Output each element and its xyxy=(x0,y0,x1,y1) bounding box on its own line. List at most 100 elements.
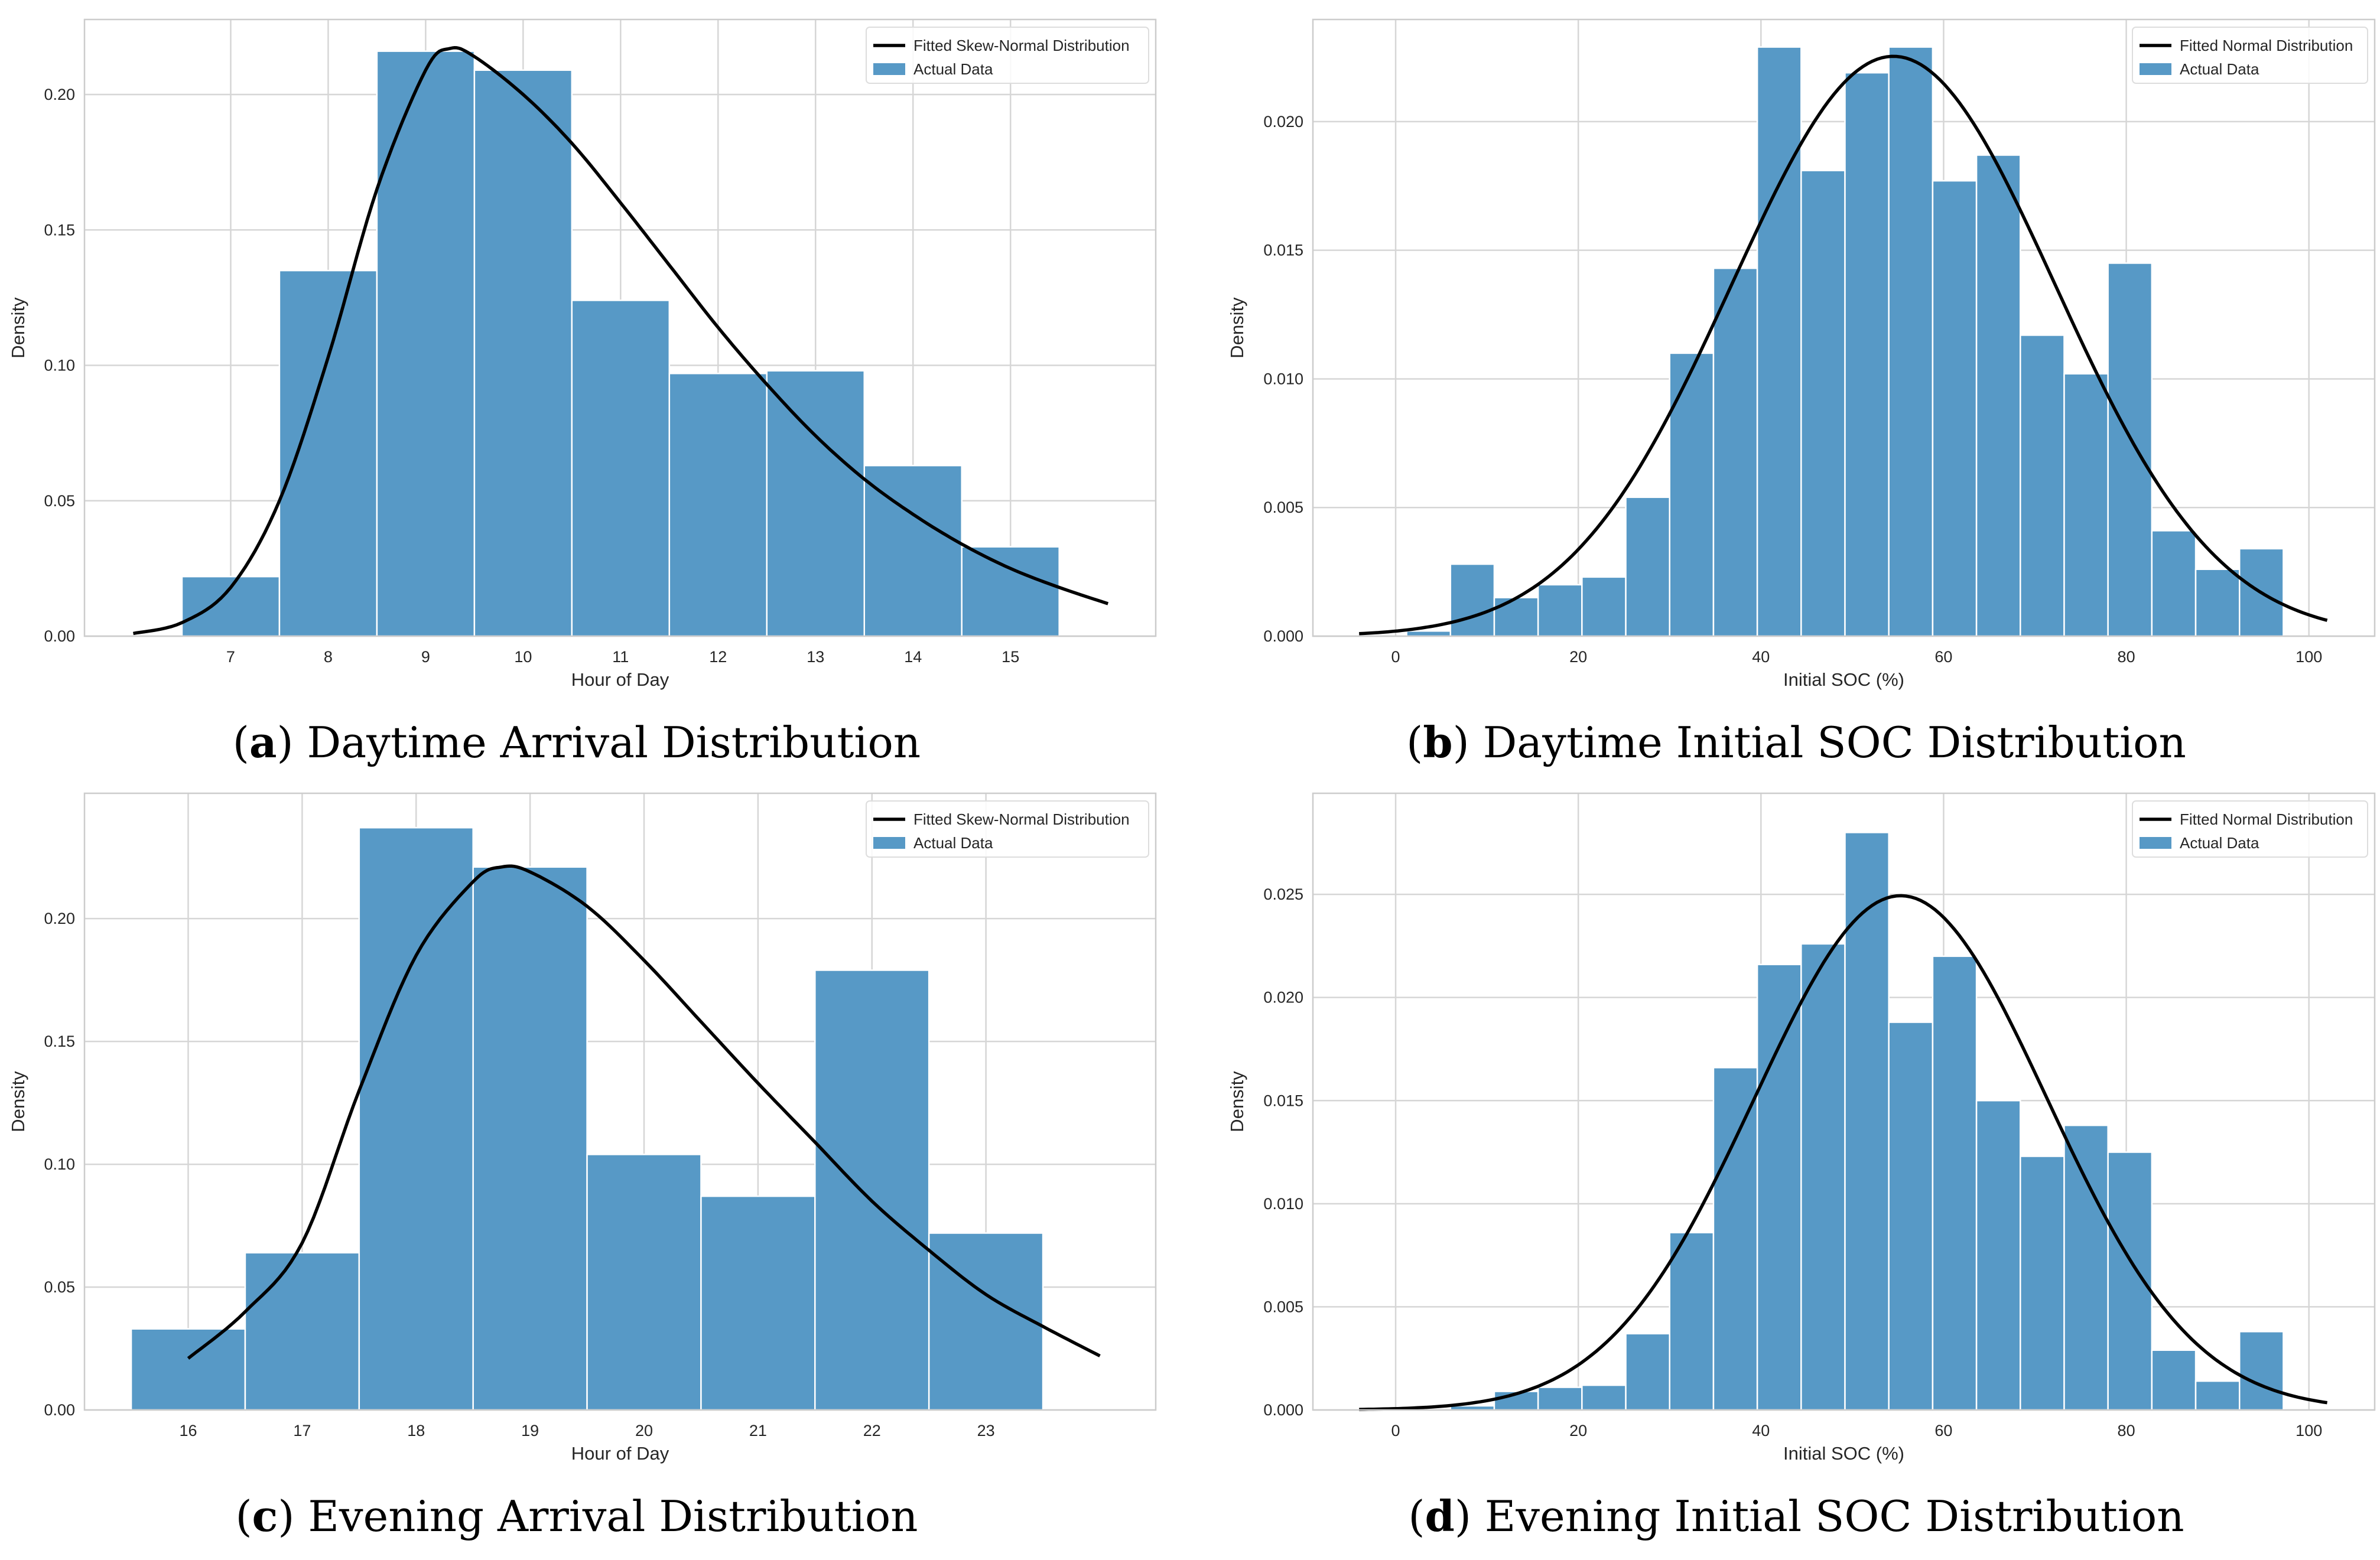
histogram-bar xyxy=(2063,1124,2109,1411)
x-axis-label: Hour of Day xyxy=(571,669,669,690)
histogram-bar xyxy=(1625,496,1670,637)
y-axis-label: Density xyxy=(1227,297,1247,359)
y-tick-label: 0.15 xyxy=(44,221,75,239)
y-axis-label: Density xyxy=(8,297,28,359)
histogram-bar xyxy=(961,546,1060,637)
y-tick-label: 0.05 xyxy=(44,492,75,510)
x-tick-label: 60 xyxy=(1934,648,1952,666)
legend: Fitted Normal Distribution Actual Data xyxy=(2132,800,2368,858)
histogram-bar xyxy=(766,370,865,637)
panel-caption: (b) Daytime Initial SOC Distribution xyxy=(1406,717,2186,767)
legend: Fitted Skew-Normal Distribution Actual Da… xyxy=(866,800,1149,858)
histogram-bar xyxy=(130,1328,246,1411)
axes-frame xyxy=(83,18,1157,637)
x-tick-label: 16 xyxy=(179,1422,197,1440)
histogram-bar xyxy=(472,866,588,1411)
y-tick-label: 0.000 xyxy=(1263,627,1303,645)
x-tick-label: 0 xyxy=(1391,1422,1400,1440)
histogram-bar xyxy=(1625,1333,1670,1411)
fitted-curve-line xyxy=(133,46,1109,636)
y-tick-label: 0.15 xyxy=(44,1033,75,1050)
histogram-bar xyxy=(1975,1100,2021,1411)
x-tick-label: 22 xyxy=(863,1422,881,1440)
caption-letter: a xyxy=(249,717,277,767)
histogram-bar xyxy=(1581,576,1627,637)
x-tick-label: 20 xyxy=(635,1422,653,1440)
legend-label-bars: Actual Data xyxy=(913,834,993,852)
legend-bar-swatch xyxy=(2140,63,2171,75)
histogram-bar xyxy=(2238,548,2284,637)
legend-box xyxy=(866,27,1149,84)
x-axis-label: Initial SOC (%) xyxy=(1783,669,1904,690)
histogram-bar xyxy=(1449,563,1495,637)
histogram-bar xyxy=(586,1154,702,1411)
y-tick-label: 0.20 xyxy=(44,910,75,927)
y-tick-label: 0.000 xyxy=(1263,1401,1303,1419)
y-tick-label: 0.010 xyxy=(1263,1195,1303,1213)
x-tick-label: 10 xyxy=(514,648,532,666)
histogram-bar xyxy=(376,50,476,637)
x-tick-label: 20 xyxy=(1569,648,1587,666)
caption-paren: ( xyxy=(233,718,249,767)
fitted-curve-line xyxy=(187,864,1101,1360)
x-tick-label: 80 xyxy=(2118,648,2135,666)
x-tick-label: 20 xyxy=(1569,1422,1587,1440)
caption-paren: ( xyxy=(235,1491,252,1541)
legend: Fitted Normal Distribution Actual Data xyxy=(2132,27,2368,84)
x-tick-label: 23 xyxy=(977,1422,995,1440)
x-tick-label: 21 xyxy=(749,1422,767,1440)
histogram-bar xyxy=(571,299,671,637)
x-tick-label: 17 xyxy=(293,1422,311,1440)
histogram-bar xyxy=(2107,262,2153,637)
caption-text: ) Daytime Initial SOC Distribution xyxy=(1453,718,2186,767)
y-tick-label: 0.005 xyxy=(1263,1298,1303,1315)
legend-bar-swatch xyxy=(873,837,905,849)
histogram-bar xyxy=(2151,1349,2197,1411)
histogram-bar xyxy=(244,1252,360,1411)
legend-box xyxy=(866,800,1149,858)
caption-text: ) Evening Arrival Distribution xyxy=(278,1491,918,1541)
histogram-bar xyxy=(358,826,474,1411)
histogram-bar xyxy=(1493,597,1539,637)
axes-frame xyxy=(83,792,1157,1411)
caption-text: ) Daytime Arrival Distribution xyxy=(277,718,921,767)
fitted-curve-line xyxy=(1359,894,2327,1411)
x-axis-label: Initial SOC (%) xyxy=(1783,1443,1904,1464)
x-tick-label: 100 xyxy=(2296,648,2322,666)
x-tick-label: 12 xyxy=(709,648,727,666)
histogram-bar xyxy=(1756,46,1802,637)
y-tick-label: 0.00 xyxy=(44,1401,75,1419)
histogram-bar xyxy=(1712,1067,1758,1411)
x-tick-label: 13 xyxy=(807,648,824,666)
y-tick-label: 0.005 xyxy=(1263,499,1303,516)
caption-letter: c xyxy=(252,1491,278,1541)
chart-panel-c: 16 17 18 19 20 21 22 23 0.00 0.05 0.10 0.15 0.20 Hour… xyxy=(8,792,1157,1541)
histogram-bar xyxy=(1888,1021,1934,1411)
x-tick-label: 14 xyxy=(904,648,922,666)
histogram-bar xyxy=(2238,1331,2284,1411)
x-tick-label: 0 xyxy=(1391,648,1400,666)
histogram-bar xyxy=(2194,1380,2241,1411)
y-tick-label: 0.020 xyxy=(1263,113,1303,131)
x-tick-label: 18 xyxy=(407,1422,425,1440)
legend-bar-swatch xyxy=(2140,837,2171,849)
histogram-bar xyxy=(1669,352,1715,637)
x-tick-label: 60 xyxy=(1934,1422,1952,1440)
x-tick-label: 100 xyxy=(2296,1422,2322,1440)
x-tick-label: 80 xyxy=(2118,1422,2135,1440)
y-tick-label: 0.020 xyxy=(1263,989,1303,1007)
y-tick-label: 0.015 xyxy=(1263,1092,1303,1109)
caption-letter: d xyxy=(1425,1491,1454,1541)
legend-label-bars: Actual Data xyxy=(2180,60,2259,78)
legend-box xyxy=(2132,800,2368,858)
legend: Fitted Skew-Normal Distribution Actual Da… xyxy=(866,27,1149,84)
y-tick-label: 0.025 xyxy=(1263,885,1303,903)
chart-panel-b: 0 20 40 60 80 100 0.000 0.005 0.010 0.015 0.020 Ini… xyxy=(1227,18,2376,767)
x-tick-label: 15 xyxy=(1002,648,1019,666)
legend-box xyxy=(2132,27,2368,84)
y-tick-label: 0.10 xyxy=(44,1155,75,1173)
y-tick-label: 0.015 xyxy=(1263,242,1303,259)
y-tick-label: 0.20 xyxy=(44,86,75,103)
histogram-bar xyxy=(668,373,768,637)
